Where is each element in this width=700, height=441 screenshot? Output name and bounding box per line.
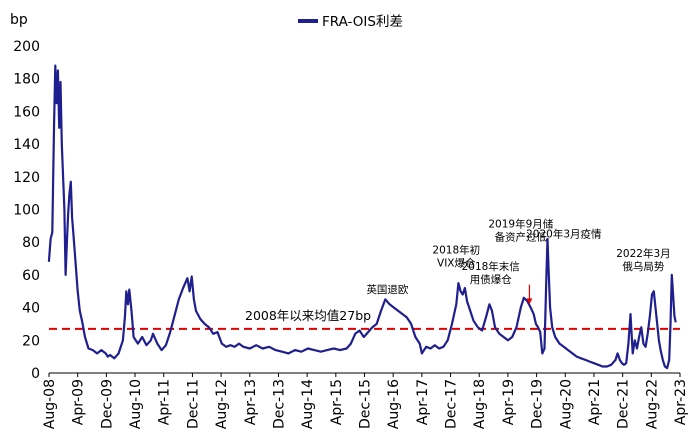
x-tick-label: Aug-18 bbox=[472, 379, 488, 429]
x-tick-label: Aug-20 bbox=[558, 379, 574, 429]
y-tick-label: 180 bbox=[13, 72, 40, 88]
x-tick-label: Dec-21 bbox=[616, 379, 632, 429]
y-tick-label: 140 bbox=[13, 137, 40, 153]
annotation-arrow-tip bbox=[526, 298, 533, 305]
x-tick-label: Aug-16 bbox=[386, 379, 402, 429]
x-tick-label: Apr-23 bbox=[673, 379, 689, 425]
x-tick-label: Apr-13 bbox=[243, 379, 259, 425]
x-tick-label: Dec-17 bbox=[444, 379, 460, 429]
y-tick-label: 60 bbox=[22, 268, 40, 284]
x-tick-label: Apr-09 bbox=[71, 379, 87, 425]
annotation-text: 2022年3月 bbox=[616, 247, 670, 260]
legend-label: FRA-OIS利差 bbox=[322, 14, 403, 30]
y-tick-label: 0 bbox=[31, 366, 40, 382]
annotation-text: 2018年末信 bbox=[462, 260, 520, 273]
x-tick-label: Dec-13 bbox=[271, 379, 287, 429]
x-tick-label: Apr-19 bbox=[501, 379, 517, 425]
annotations: 英国退欧2018年初VIX爆仓2018年末信用债爆仓2019年9月储备资产过低2… bbox=[366, 218, 670, 296]
annotation-text: 俄乌局势 bbox=[622, 260, 664, 273]
annotation-text: 2020年3月疫情 bbox=[526, 227, 602, 240]
legend: FRA-OIS利差 bbox=[298, 14, 403, 30]
y-tick-label: 20 bbox=[22, 333, 40, 349]
x-tick-label: Dec-09 bbox=[99, 379, 115, 429]
y-axis-unit-label: bp bbox=[10, 12, 28, 28]
x-tick-label: Apr-21 bbox=[587, 379, 603, 425]
x-tick-label: Aug-14 bbox=[300, 379, 316, 429]
x-axis-ticks: Aug-08 Apr-09 Dec-09 Aug-10 Apr-11 Dec-11 Aug-… bbox=[42, 373, 689, 429]
annotation-text: 用债爆仓 bbox=[470, 273, 512, 286]
y-tick-label: 200 bbox=[13, 39, 40, 55]
y-tick-label: 40 bbox=[22, 301, 40, 317]
annotation-text: 2019年9月储 bbox=[488, 218, 553, 231]
x-tick-label: Aug-22 bbox=[644, 379, 660, 429]
x-tick-label: Aug-12 bbox=[214, 379, 230, 429]
x-tick-label: Aug-08 bbox=[42, 379, 58, 429]
y-tick-label: 160 bbox=[13, 104, 40, 120]
average-label: 2008年以来均值27bp bbox=[245, 308, 371, 323]
annotation-text: VIX爆仓 bbox=[437, 257, 476, 270]
y-tick-label: 80 bbox=[22, 235, 40, 251]
series-line-fra-ois bbox=[47, 64, 677, 370]
x-tick-label: Apr-17 bbox=[415, 379, 431, 425]
annotation-text: 英国退欧 bbox=[366, 283, 408, 296]
annotation-text: 2018年初 bbox=[432, 244, 480, 257]
x-tick-label: Apr-15 bbox=[329, 379, 345, 425]
x-tick-label: Dec-19 bbox=[530, 379, 546, 429]
x-tick-label: Dec-11 bbox=[185, 379, 201, 429]
y-tick-label: 100 bbox=[13, 203, 40, 219]
x-tick-label: Dec-15 bbox=[358, 379, 374, 429]
x-tick-label: Aug-10 bbox=[128, 379, 144, 429]
x-tick-label: Apr-11 bbox=[157, 379, 173, 425]
y-tick-label: 120 bbox=[13, 170, 40, 186]
annotation-text: 备资产过低 bbox=[495, 231, 548, 244]
y-axis-ticks: 0 20 40 60 80 100 120 140 160 180 200 bbox=[13, 39, 40, 382]
